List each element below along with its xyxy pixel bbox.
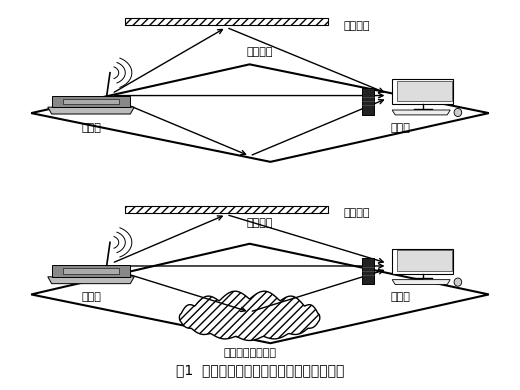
Polygon shape <box>392 249 453 273</box>
Text: 接收端: 接收端 <box>391 292 410 303</box>
Polygon shape <box>125 18 328 25</box>
Polygon shape <box>362 258 374 284</box>
Text: 反射路径: 反射路径 <box>343 208 370 218</box>
Polygon shape <box>51 96 131 107</box>
Polygon shape <box>397 80 452 101</box>
Text: 直射路径: 直射路径 <box>247 218 273 228</box>
Polygon shape <box>397 250 452 271</box>
Text: 经过水的反射路径: 经过水的反射路径 <box>223 348 276 358</box>
Polygon shape <box>51 265 131 277</box>
Text: 发射端: 发射端 <box>81 292 101 303</box>
Text: 反射路径: 反射路径 <box>343 21 370 31</box>
Polygon shape <box>63 268 119 274</box>
Text: 发射端: 发射端 <box>81 123 101 133</box>
Polygon shape <box>125 206 328 213</box>
Text: 图1  室内复杂环境漏水改变现有的无线信道: 图1 室内复杂环境漏水改变现有的无线信道 <box>176 363 344 378</box>
Ellipse shape <box>454 108 462 117</box>
Polygon shape <box>31 64 489 162</box>
Polygon shape <box>179 291 320 340</box>
Polygon shape <box>48 277 134 284</box>
Ellipse shape <box>454 278 462 286</box>
Text: 接收端: 接收端 <box>391 123 410 133</box>
Polygon shape <box>48 107 134 114</box>
Polygon shape <box>392 79 453 104</box>
Polygon shape <box>362 88 374 115</box>
Polygon shape <box>31 244 489 343</box>
Polygon shape <box>392 110 450 115</box>
Polygon shape <box>392 280 450 285</box>
Polygon shape <box>63 99 119 104</box>
Text: 直射路径: 直射路径 <box>247 46 273 57</box>
